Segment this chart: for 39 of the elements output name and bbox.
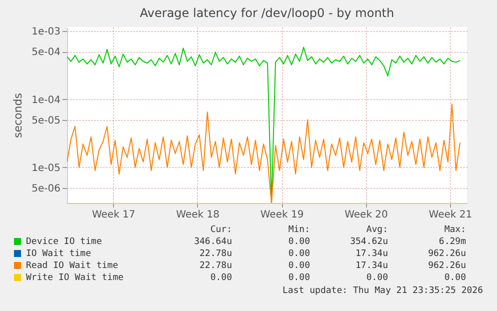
text: 0.00 xyxy=(287,236,310,248)
legend-label: Device IO time xyxy=(25,236,103,248)
text: 6.29m xyxy=(438,236,466,248)
text: 17.34u xyxy=(354,248,388,260)
text: Last update: Thu May 21 23:35:25 2026 xyxy=(282,286,483,296)
text: 0.00 xyxy=(365,272,388,284)
x-tick-label: Week 17 xyxy=(92,210,136,220)
x-tick-label: Week 18 xyxy=(176,210,220,220)
text: Min: xyxy=(287,224,310,236)
legend-label: Write IO Wait time xyxy=(25,272,125,284)
text: 0.00 xyxy=(443,272,466,284)
y-axis-title: seconds xyxy=(12,92,25,138)
y-tick-label: 5e-04 xyxy=(32,47,60,58)
chart-title: Average latency for /dev/loop0 - by month xyxy=(140,6,394,20)
text: 962.26u xyxy=(427,248,466,260)
text: 0.00 xyxy=(287,272,310,284)
y-tick-label: 1e-03 xyxy=(32,26,60,38)
y-tick-label: 1e-04 xyxy=(32,94,60,106)
text: 17.34u xyxy=(354,260,388,272)
text: 0.00 xyxy=(209,272,232,284)
text: 354.62u xyxy=(349,236,388,248)
y-tick-label: 5e-05 xyxy=(32,115,60,126)
text: 22.78u xyxy=(198,260,232,272)
text: 0.00 xyxy=(287,260,310,272)
text: 962.26u xyxy=(427,260,466,272)
line-series xyxy=(67,104,460,203)
text: 346.64u xyxy=(193,236,232,248)
legend-label: Read IO Wait time xyxy=(25,260,120,272)
x-tick-label: Week 19 xyxy=(260,210,304,220)
x-tick-label: Week 21 xyxy=(428,210,472,220)
text: Cur: xyxy=(209,224,232,236)
y-tick-label: 5e-06 xyxy=(32,183,60,194)
x-tick-label: Week 20 xyxy=(344,210,388,220)
y-tick-label: 1e-05 xyxy=(32,162,60,174)
text: 0.00 xyxy=(287,248,310,260)
legend-label: IO Wait time xyxy=(25,248,92,260)
text: Max: xyxy=(443,224,466,236)
text: Avg: xyxy=(365,224,388,236)
text: 22.78u xyxy=(198,248,232,260)
